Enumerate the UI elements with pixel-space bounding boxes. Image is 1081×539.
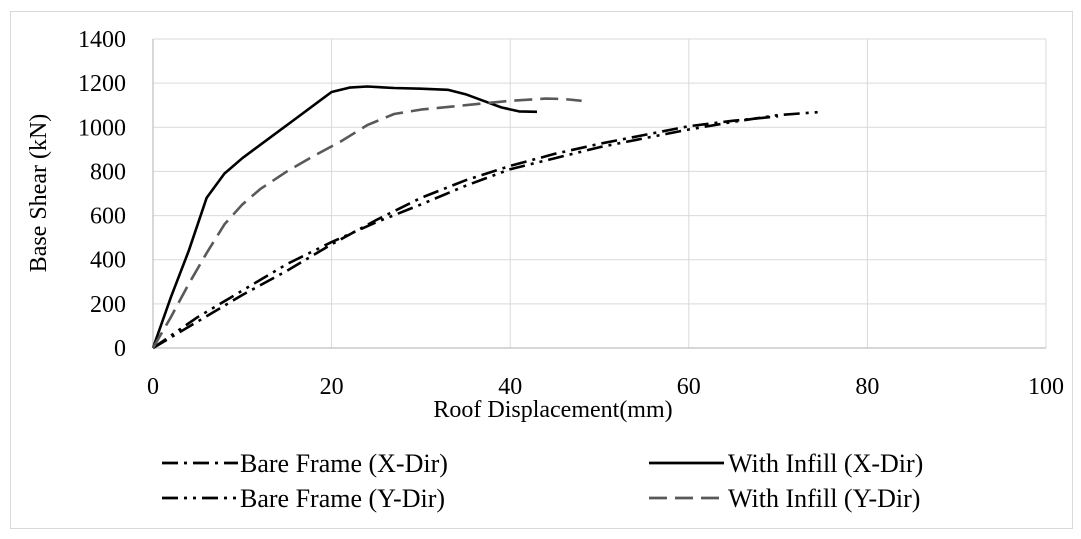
axes: 0 200 400 600 800 1000 1200 1400 0 20 40 60 80 100 (78, 27, 1064, 400)
x-tick-label: 60 (677, 374, 701, 400)
y-tick-label: 800 (90, 159, 126, 185)
x-tick-label: 40 (498, 374, 522, 400)
legend: Bare Frame (X-Dir) With Infill (X-Dir) Bar… (162, 449, 923, 513)
legend-label: Bare Frame (Y-Dir) (240, 484, 445, 513)
x-tick-label: 0 (147, 374, 159, 400)
series-line-4 (151, 97, 582, 349)
series-lines (151, 85, 823, 350)
grid-lines (153, 38, 1047, 348)
x-tick-label: 100 (1028, 374, 1064, 400)
y-axis-label: Base Shear (kN) (26, 114, 52, 273)
y-tick-label: 1000 (78, 115, 126, 141)
y-tick-label: 0 (114, 336, 126, 362)
series-line-3 (152, 110, 823, 350)
y-tick-label: 400 (90, 248, 126, 274)
legend-label: With Infill (X-Dir) (728, 449, 923, 478)
series-line-1 (152, 115, 779, 350)
x-tick-label: 80 (855, 374, 879, 400)
x-axis-label: Roof Displacement(mm) (433, 397, 672, 423)
y-tick-label: 200 (90, 292, 126, 318)
x-tick-label: 20 (320, 374, 344, 400)
series-line-2 (151, 85, 538, 349)
y-tick-label: 1200 (78, 71, 126, 97)
y-tick-label: 1400 (78, 27, 126, 53)
legend-label: With Infill (Y-Dir) (728, 484, 920, 513)
y-tick-label: 600 (90, 204, 126, 230)
chart-frame (10, 11, 1073, 529)
legend-label: Bare Frame (X-Dir) (240, 449, 448, 478)
